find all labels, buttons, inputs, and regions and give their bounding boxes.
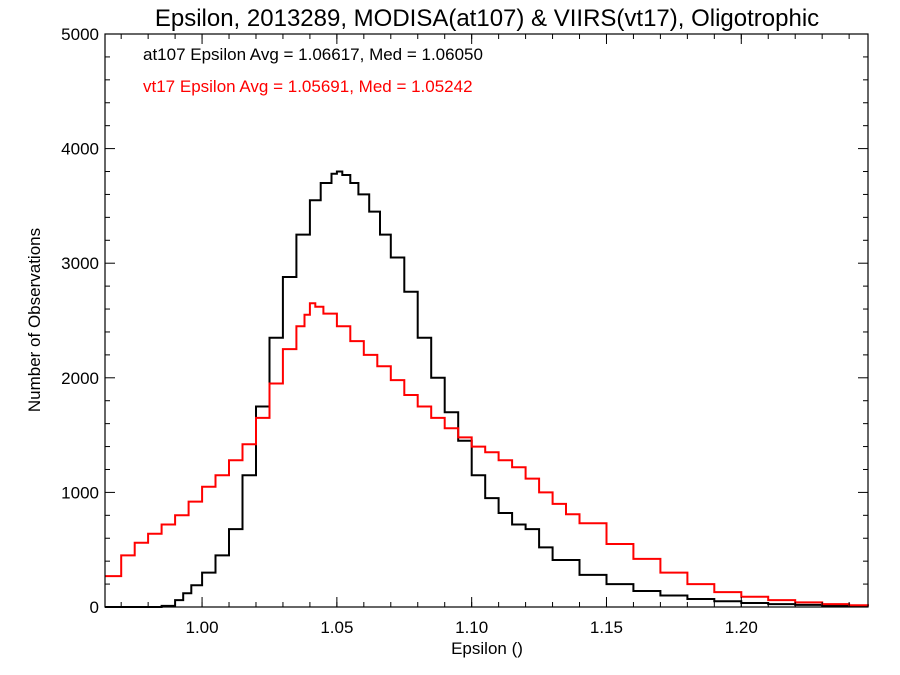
x-tick-label-0: 1.00 <box>186 618 219 637</box>
y-tick-label-1: 1000 <box>61 483 99 502</box>
chart-title: Epsilon, 2013289, MODISA(at107) & VIIRS(… <box>155 5 819 32</box>
series-line-0 <box>105 170 869 608</box>
annotation-at107-stats: at107 Epsilon Avg = 1.06617, Med = 1.060… <box>143 45 483 64</box>
x-axis-label: Epsilon () <box>451 639 523 658</box>
y-tick-label-4: 4000 <box>61 140 99 159</box>
series-line-1 <box>105 302 869 607</box>
y-axis-ticks: 0 1000 2000 3000 4000 5000 <box>61 25 868 617</box>
plot-frame <box>104 33 869 608</box>
x-tick-label-1: 1.05 <box>320 618 353 637</box>
y-tick-label-0: 0 <box>90 598 99 617</box>
y-tick-label-3: 3000 <box>61 254 99 273</box>
y-tick-label-2: 2000 <box>61 369 99 388</box>
x-tick-label-2: 1.10 <box>455 618 488 637</box>
x-tick-label-3: 1.15 <box>590 618 623 637</box>
y-tick-label-5: 5000 <box>61 25 99 44</box>
x-tick-label-4: 1.20 <box>725 618 758 637</box>
y-axis-label: Number of Observations <box>25 228 44 412</box>
series-layer <box>105 170 869 608</box>
x-axis-ticks: 1.00 1.05 1.10 1.15 1.20 <box>120 34 850 637</box>
annotation-vt17-stats: vt17 Epsilon Avg = 1.05691, Med = 1.0524… <box>143 77 473 96</box>
